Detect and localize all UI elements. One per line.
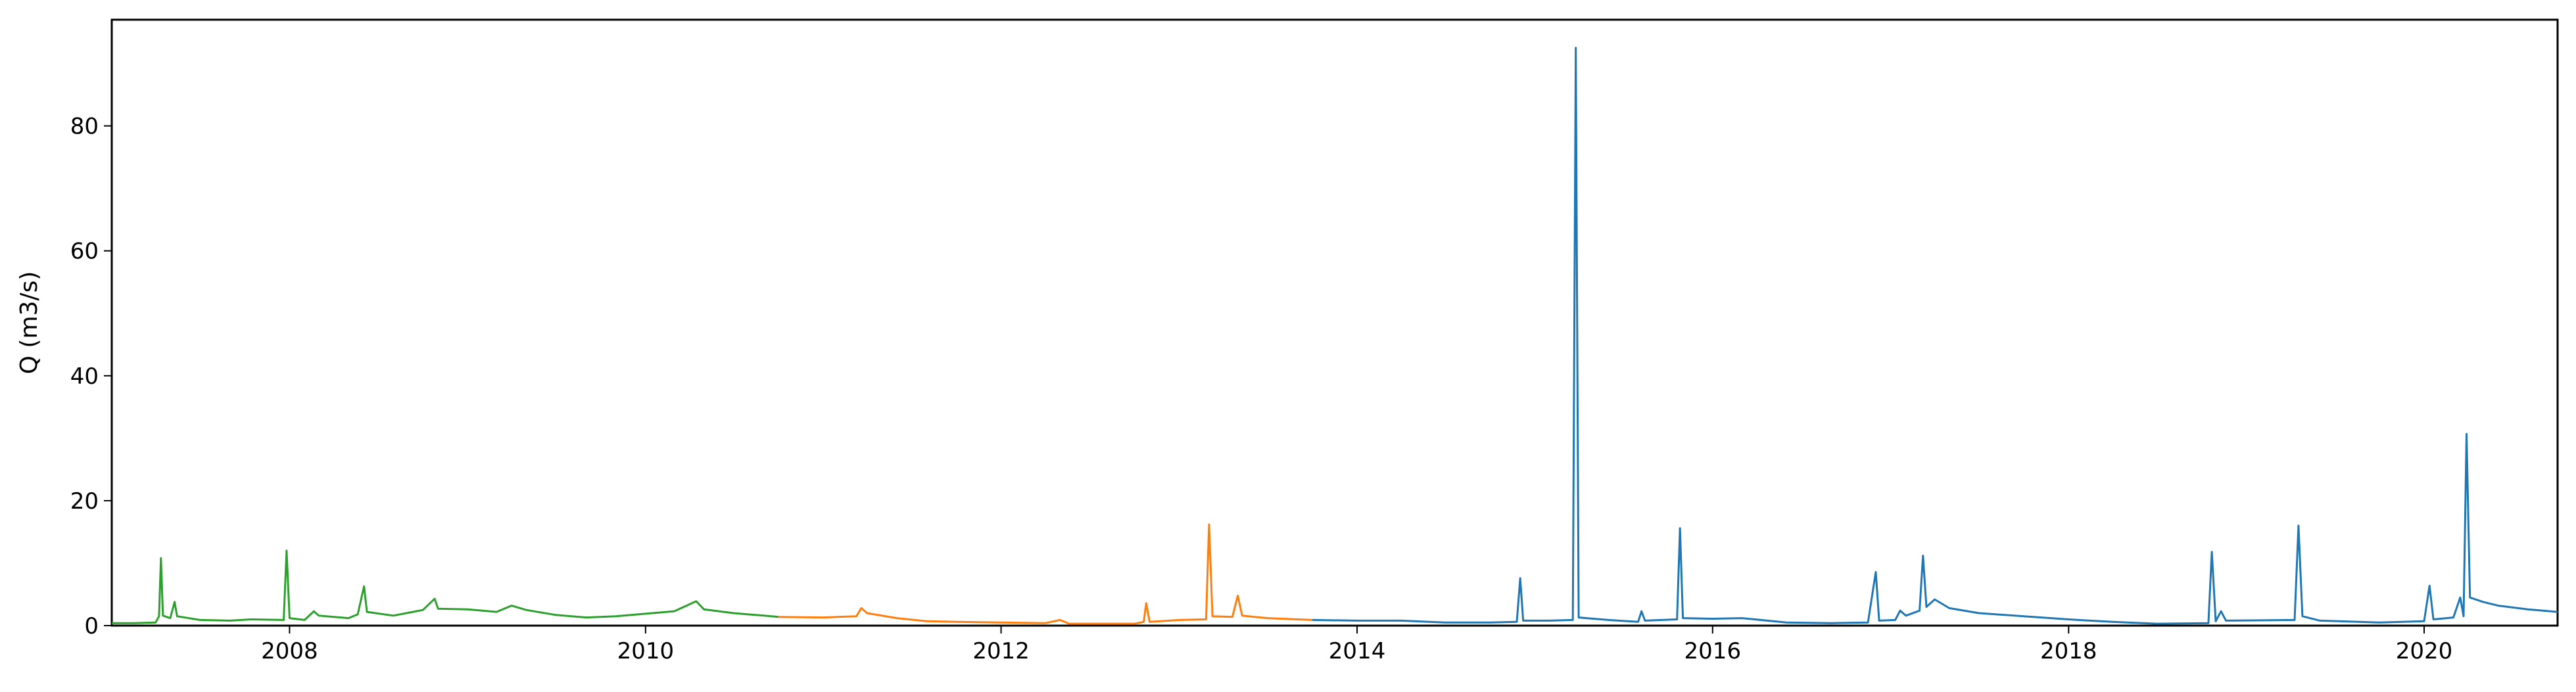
x-tick-label: 2020 xyxy=(2396,638,2453,664)
y-tick-label: 40 xyxy=(70,363,99,390)
series-layer xyxy=(112,47,2558,625)
x-tick-label: 2016 xyxy=(1684,638,1742,664)
y-tick-label: 0 xyxy=(84,613,99,639)
x-tick-label: 2010 xyxy=(617,638,675,664)
y-tick-label: 60 xyxy=(70,239,99,265)
plot-frame xyxy=(110,18,2559,627)
y-axis: 0 20 40 60 80 xyxy=(70,114,112,639)
x-tick-label: 2014 xyxy=(1329,638,1386,664)
x-tick-label: 2018 xyxy=(2040,638,2097,664)
y-tick-label: 20 xyxy=(70,488,99,515)
plot-area xyxy=(110,18,2559,627)
series-line-1 xyxy=(112,549,779,624)
x-tick-label: 2012 xyxy=(972,638,1030,664)
x-tick-label: 2008 xyxy=(261,638,318,664)
series-line-2 xyxy=(778,523,1312,625)
y-axis-label: Q (m3/s) xyxy=(16,271,43,375)
series-line-3 xyxy=(1312,47,2558,625)
x-axis: 2008 2010 2012 2014 2016 2018 2020 xyxy=(261,626,2452,664)
y-tick-label: 80 xyxy=(70,114,99,140)
